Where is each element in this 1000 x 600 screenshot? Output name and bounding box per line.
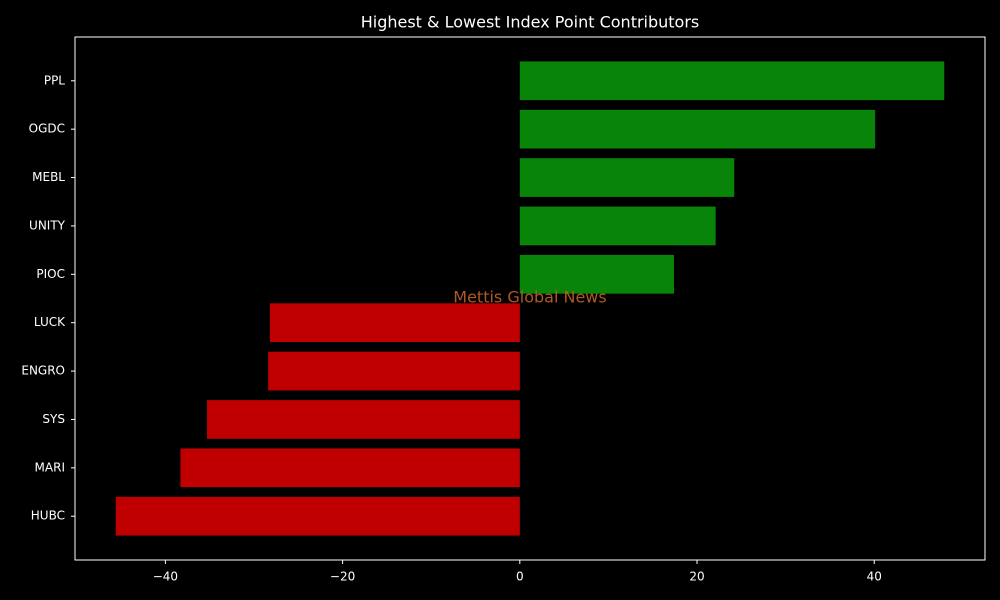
y-tick-label: MEBL [32,170,65,184]
x-tick-label: −40 [153,570,178,584]
y-tick-label: MARI [35,460,65,474]
bar [269,303,520,343]
x-tick-label: −20 [330,570,355,584]
y-tick-label: PPL [44,73,65,87]
bar [115,496,520,536]
y-tick-label: ENGRO [21,364,65,378]
bar [519,254,674,294]
y-tick-label: UNITY [29,218,66,232]
watermark: Mettis Global News [453,288,606,307]
x-tick-label: 40 [867,570,882,584]
plot-frame [74,36,986,561]
bar [519,109,876,149]
bar [519,206,716,246]
bar [180,448,520,488]
y-tick-label: PIOC [36,267,65,281]
x-tick-label: 20 [689,570,704,584]
y-tick-label: HUBC [31,509,65,523]
y-tick-label: LUCK [34,315,66,329]
bar [519,158,735,197]
y-tick-label: SYS [42,412,65,426]
y-tick-label: OGDC [29,122,65,136]
bar [268,351,520,391]
x-tick-label: 0 [516,570,524,584]
bar [207,400,520,439]
bar [519,61,945,101]
chart-title: Highest & Lowest Index Point Contributor… [361,13,700,32]
